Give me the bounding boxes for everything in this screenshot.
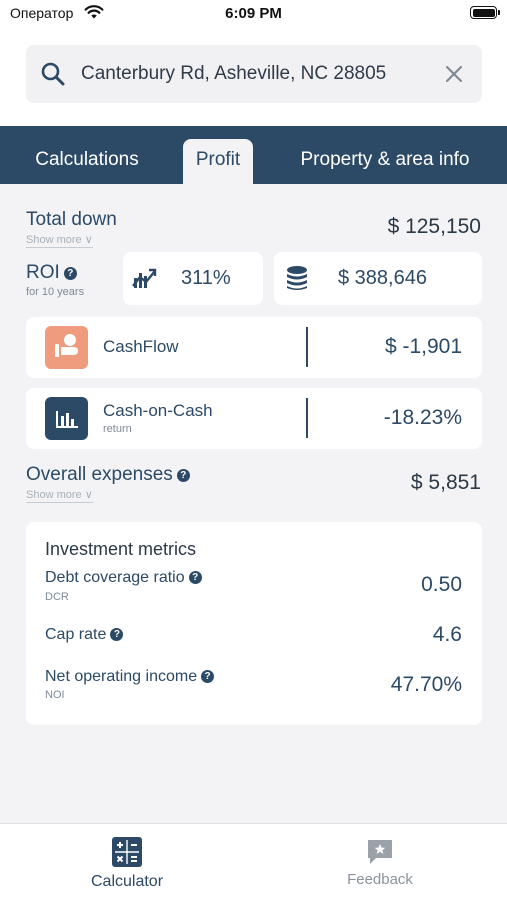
dcr-sub: DCR [45, 591, 69, 603]
roi-label-text: ROI [26, 262, 60, 283]
noi-help-icon[interactable]: ? [201, 670, 215, 683]
total-down-label: Total down [26, 209, 117, 230]
total-down-show-more-link[interactable]: Show more ∨ [26, 234, 93, 248]
cash-on-cash-value: -18.23% [383, 406, 462, 429]
noi-sub: NOI [45, 689, 65, 701]
nav-calculator-label: Calculator [90, 873, 164, 890]
investment-metrics-card: Investment metrics Debt coverage ratio? … [26, 522, 482, 725]
noi-label-text: Net operating income [45, 668, 198, 685]
roi-label: ROI? [26, 262, 77, 284]
nav-calculator[interactable]: Calculator [47, 824, 207, 900]
overall-expenses-label-text: Overall expenses [26, 464, 173, 485]
dcr-label-text: Debt coverage ratio [45, 569, 185, 586]
dcr-label: Debt coverage ratio? [45, 569, 202, 587]
tab-property-area-info[interactable]: Property & area info [300, 149, 470, 170]
overall-expenses-label: Overall expenses? [26, 464, 190, 486]
cash-on-cash-divider [306, 398, 308, 438]
cashflow-value: $ -1,901 [384, 335, 462, 358]
roi-percent-card: 311% [123, 252, 263, 305]
cashflow-divider [306, 327, 308, 367]
roi-amount-card: $ 388,646 [274, 252, 482, 305]
status-bar: Оператор 6:09 PM [0, 0, 507, 28]
dcr-help-icon[interactable]: ? [188, 571, 202, 584]
search-icon [41, 62, 65, 86]
tab-bar: Calculations Profit Property & area info [0, 126, 507, 184]
coin-stack-icon [287, 266, 307, 290]
cashflow-label: CashFlow [103, 337, 179, 356]
tab-calculations[interactable]: Calculations [35, 149, 139, 170]
cap-rate-value: 4.6 [432, 623, 462, 646]
roi-amount-value: $ 388,646 [338, 267, 427, 289]
growth-chart-icon [132, 268, 157, 288]
bar-chart-icon [45, 397, 88, 440]
cash-on-cash-card[interactable]: Cash-on-Cash return -18.23% [26, 388, 482, 449]
bottom-nav: Calculator Feedback [0, 823, 507, 900]
tab-profit[interactable]: Profit [183, 139, 253, 184]
cash-on-cash-label: Cash-on-Cash [103, 401, 213, 420]
investment-metrics-title: Investment metrics [45, 539, 197, 559]
noi-value: 47.70% [390, 673, 462, 696]
noi-label: Net operating income? [45, 668, 215, 686]
search-input[interactable]: Canterbury Rd, Asheville, NC 28805 [81, 63, 387, 84]
cap-rate-label: Cap rate? [45, 626, 124, 644]
carrier-label: Оператор [10, 5, 74, 21]
overall-expenses-help-icon[interactable]: ? [176, 469, 190, 482]
cap-rate-help-icon[interactable]: ? [110, 628, 124, 641]
roi-percent-value: 311% [181, 267, 231, 289]
total-down-value: $ 125,150 [387, 215, 481, 238]
cap-rate-label-text: Cap rate [45, 626, 107, 643]
roi-help-icon[interactable]: ? [63, 267, 77, 280]
address-search-field[interactable]: Canterbury Rd, Asheville, NC 28805 [26, 45, 482, 103]
calculator-icon [112, 837, 142, 867]
overall-expenses-value: $ 5,851 [410, 471, 481, 494]
search-header: Canterbury Rd, Asheville, NC 28805 [0, 28, 507, 126]
nav-feedback-label: Feedback [347, 871, 413, 888]
battery-icon [470, 6, 500, 19]
cash-on-cash-sub: return [103, 423, 132, 435]
dcr-value: 0.50 [421, 573, 462, 596]
clear-icon[interactable] [444, 64, 464, 84]
clock: 6:09 PM [225, 5, 282, 22]
overall-expenses-show-more-link[interactable]: Show more ∨ [26, 489, 93, 503]
cashflow-icon [45, 326, 88, 369]
wifi-icon [84, 5, 104, 19]
nav-feedback[interactable]: Feedback [300, 824, 460, 900]
roi-period: for 10 years [26, 286, 85, 298]
cashflow-card[interactable]: CashFlow $ -1,901 [26, 317, 482, 378]
feedback-icon [368, 840, 392, 864]
